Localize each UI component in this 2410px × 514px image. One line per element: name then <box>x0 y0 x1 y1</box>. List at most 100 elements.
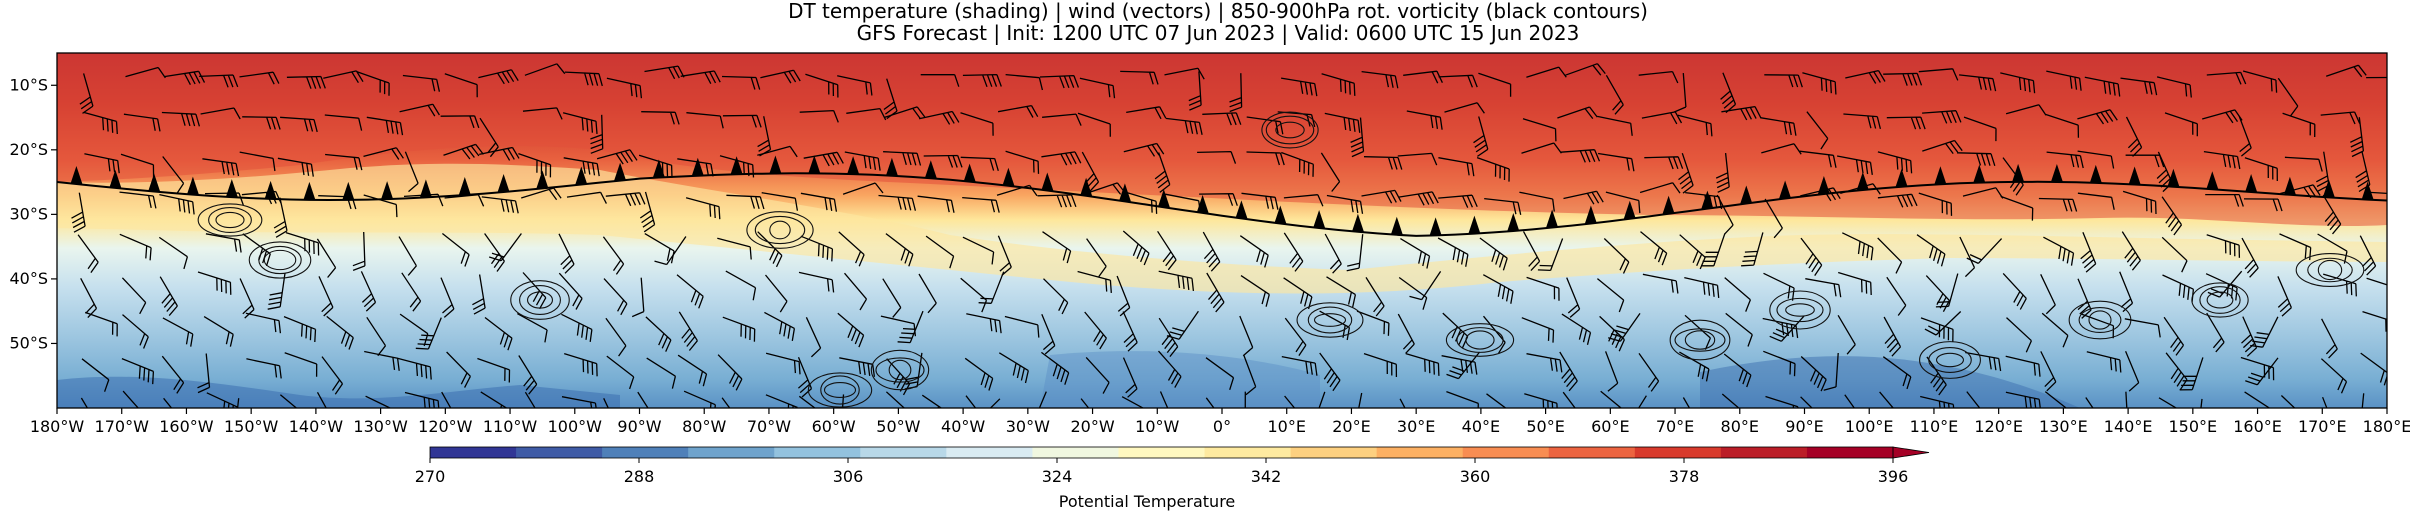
front-pip <box>1507 213 1520 231</box>
vorticity-contour <box>1465 330 1495 350</box>
front-pip <box>652 159 665 178</box>
wind-barb <box>1038 391 1047 408</box>
wind-barb <box>2077 192 2115 210</box>
vorticity-contour <box>769 220 791 240</box>
wind-barb <box>1116 275 1131 317</box>
wind-barb <box>798 395 816 408</box>
vorticity-contour <box>2307 257 2353 283</box>
wind-barb <box>964 357 994 391</box>
wind-barb <box>676 274 704 309</box>
wind-barb <box>2164 112 2198 137</box>
wind-barb <box>1596 278 1625 313</box>
wind-barb <box>1603 238 1630 274</box>
x-tick-label: 120°W <box>418 417 473 436</box>
wind-barb <box>1805 278 1842 298</box>
wind-barb <box>1886 276 1907 316</box>
wind-barb <box>558 233 575 274</box>
colorbar-extend-arrow <box>1892 446 1930 459</box>
front-pip <box>1662 195 1675 214</box>
y-tick-label: 30°S <box>9 204 48 223</box>
front-pip <box>2206 171 2219 190</box>
wind-barb <box>2323 273 2357 297</box>
wind-barb <box>285 231 320 256</box>
wind-barb <box>1159 391 1169 408</box>
colorbar: 270 288 306 324 342 360 378 396 <box>415 446 1930 486</box>
wind-barb <box>246 358 282 379</box>
x-tick-label: 80°W <box>682 417 726 436</box>
wind-barb <box>2038 197 2078 212</box>
wind-barb <box>1764 198 1783 239</box>
wind-barb <box>1484 197 1522 215</box>
wind-barb <box>84 311 118 337</box>
front-pip <box>1701 190 1714 209</box>
wind-barb <box>726 194 765 210</box>
wind-barb <box>1077 270 1112 293</box>
wind-barb <box>960 156 999 171</box>
warm-transition-band <box>57 163 2387 294</box>
wind-barb <box>1188 71 1202 111</box>
x-tick-label: 150°E <box>2169 417 2218 436</box>
wind-barb <box>1684 314 1711 350</box>
colorbar-tick-label: 360 <box>1460 467 1491 486</box>
wind-barb <box>444 73 478 98</box>
wind-barb <box>1677 114 1713 137</box>
wind-barb <box>2241 237 2259 278</box>
wind-barb <box>1920 317 1954 342</box>
vorticity-contour <box>2078 306 2122 334</box>
wind-barb <box>1918 192 1953 216</box>
vorticity-contour <box>2068 300 2132 340</box>
wind-barb <box>1521 317 1555 343</box>
wind-barb <box>839 357 876 377</box>
wind-barb <box>2241 316 2258 357</box>
wind-barb <box>1965 351 2002 372</box>
wind-barb <box>1239 315 1254 357</box>
wind-barb <box>561 313 593 342</box>
front-pip <box>1546 209 1559 228</box>
y-axis: 10°S 20°S 30°S 40°S 50°S <box>9 75 57 352</box>
wind-barb <box>1644 156 1684 170</box>
wind-barb <box>1361 189 1402 204</box>
wind-barb <box>2284 156 2323 172</box>
wind-barb <box>605 317 627 357</box>
wind-barb <box>2366 277 2387 286</box>
wind-barb <box>273 197 288 238</box>
wind-barb <box>2002 157 2024 196</box>
wind-barb <box>318 276 334 317</box>
colorbar-segment <box>1376 447 1464 458</box>
x-tick-label: 40°E <box>1462 417 1500 436</box>
wind-barb <box>680 70 721 85</box>
wind-barb <box>1763 350 1796 377</box>
wind-barb <box>897 310 924 344</box>
wind-barb <box>480 391 508 408</box>
wind-barb <box>1122 311 1138 352</box>
wind-barb <box>1557 106 1598 119</box>
wind-barb <box>2205 273 2238 301</box>
wind-barb <box>637 391 649 408</box>
wind-barb <box>2321 318 2338 359</box>
wind-barb <box>1600 390 1623 408</box>
wind-barb <box>1883 72 1923 86</box>
vorticity-contour <box>1275 121 1305 139</box>
wind-barb <box>2002 272 2027 310</box>
wind-barb <box>521 187 562 201</box>
colorbar-segment <box>430 447 517 458</box>
wind-barb <box>1642 273 1679 294</box>
wind-barb <box>1441 355 1478 375</box>
wind-barb <box>2077 150 2115 169</box>
wind-barb <box>846 107 887 121</box>
wind-barb <box>2040 351 2057 392</box>
wind-barb <box>2206 234 2241 258</box>
front-pip <box>1390 216 1403 235</box>
vorticity-contour <box>888 359 912 381</box>
front-pip <box>924 160 937 179</box>
wind-barb <box>1165 117 1203 135</box>
x-tick-label: 70°W <box>747 417 791 436</box>
wind-barb <box>202 158 240 177</box>
wind-barb <box>761 192 799 211</box>
wind-barb <box>800 192 838 212</box>
wind-barb <box>1202 231 1221 272</box>
wind-barb <box>2320 358 2348 394</box>
wind-barb <box>199 74 239 88</box>
x-tick-label: 110°W <box>483 417 538 436</box>
front-pip <box>225 179 238 198</box>
